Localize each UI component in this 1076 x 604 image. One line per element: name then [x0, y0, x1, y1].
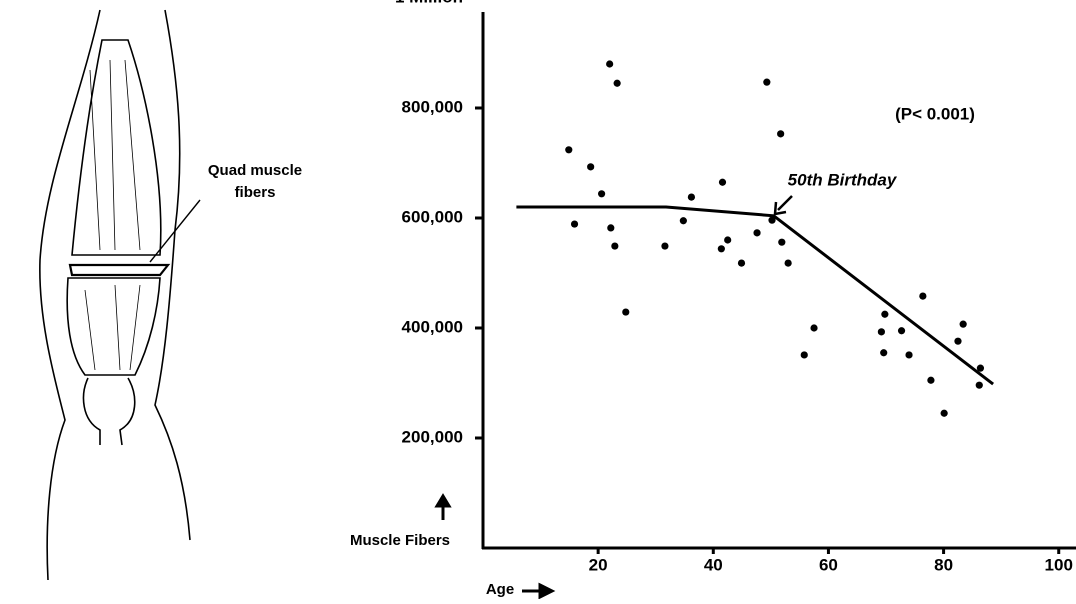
point [800, 351, 808, 359]
point [881, 310, 889, 318]
arrow [773, 195, 793, 216]
y-axis-label: Muscle Fibers [350, 532, 450, 549]
point [607, 224, 615, 232]
point [753, 229, 761, 237]
y-tick-label: 800,000 [402, 97, 463, 116]
point [661, 242, 669, 250]
x-tick-label: 20 [589, 555, 608, 574]
x-tick-label: 60 [819, 555, 838, 574]
y-tick-label: 200,000 [402, 427, 463, 446]
point [919, 292, 927, 300]
leg-illustration [39, 9, 201, 581]
point [959, 320, 967, 328]
arrow [522, 582, 556, 600]
y-tick-label: 400,000 [402, 317, 463, 336]
point [570, 220, 579, 228]
x-axis-label: Age [486, 581, 514, 598]
point [679, 217, 687, 225]
illustration-label: fibers [235, 184, 276, 201]
point [724, 236, 732, 244]
point [717, 245, 725, 253]
point [940, 409, 948, 417]
point [880, 349, 888, 357]
trend-line [516, 205, 995, 386]
point [778, 238, 786, 246]
point [606, 60, 614, 68]
arrow [434, 493, 452, 520]
point [976, 364, 985, 372]
point [810, 324, 818, 332]
annotation: 50th Birthday [788, 170, 898, 189]
point [784, 259, 792, 267]
point [877, 328, 886, 336]
point [587, 163, 595, 171]
x-tick-label: 80 [934, 555, 953, 574]
point [763, 78, 771, 86]
y-tick-label: 1 Million [395, 0, 463, 6]
illustration-label: Quad muscle [208, 162, 302, 179]
point [611, 242, 619, 250]
point [565, 146, 573, 154]
point [737, 259, 746, 267]
point [954, 337, 962, 345]
point [687, 193, 696, 201]
point [975, 381, 983, 389]
x-tick-label: 40 [704, 555, 723, 574]
annotation: (P< 0.001) [895, 104, 975, 123]
point [598, 190, 606, 198]
point [613, 79, 621, 87]
point [927, 376, 935, 384]
x-tick-label: 100 [1045, 555, 1073, 574]
point [718, 178, 727, 186]
point [905, 351, 913, 359]
point [897, 327, 906, 335]
point [622, 308, 630, 316]
point [777, 130, 785, 138]
point [768, 216, 776, 224]
y-tick-label: 600,000 [402, 207, 463, 226]
